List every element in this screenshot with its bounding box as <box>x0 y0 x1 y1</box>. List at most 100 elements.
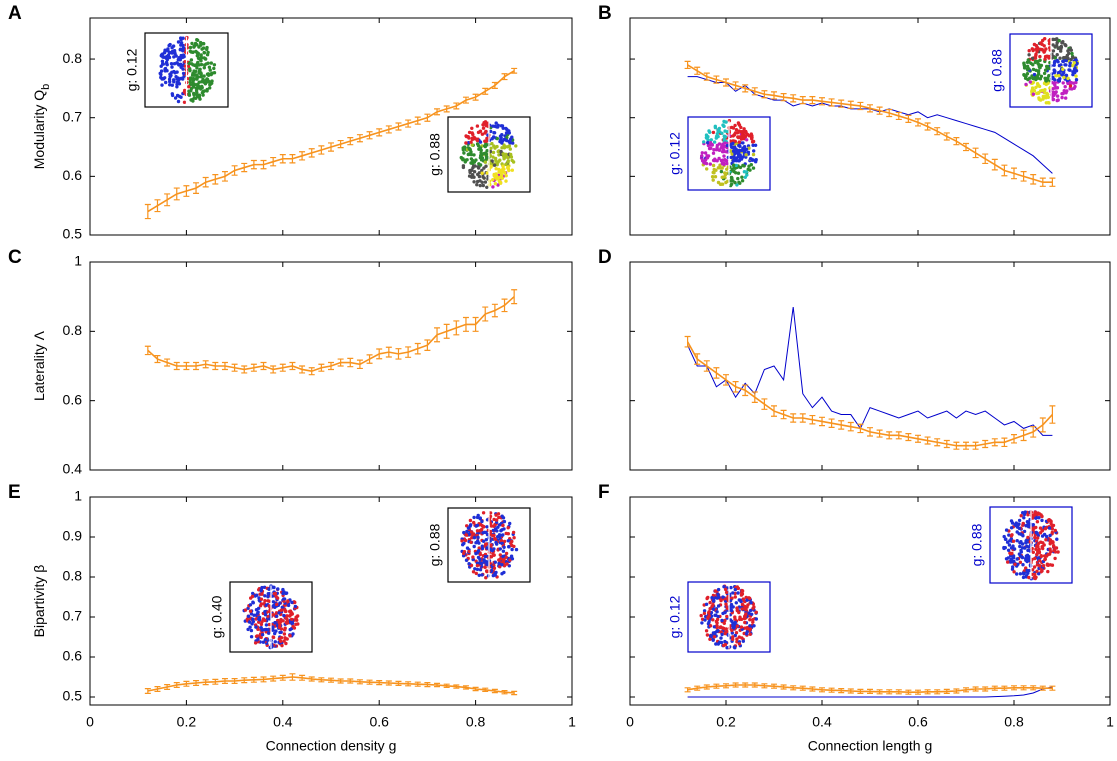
inset-label: g: 0.12 <box>667 132 683 175</box>
brain-dot <box>198 69 202 73</box>
brain-dot <box>499 124 504 128</box>
error-bar <box>838 99 845 108</box>
brain-dot <box>164 80 168 85</box>
error-bar <box>819 416 825 427</box>
brain-dot <box>206 72 210 76</box>
brain-dot <box>704 629 709 633</box>
brain-dot <box>161 62 165 66</box>
brain-dot <box>276 587 280 591</box>
y-axis-label-text: Bipartivity β <box>31 565 47 638</box>
brain-dot <box>163 76 167 80</box>
error-bar <box>299 151 306 161</box>
brain-dot <box>1027 49 1031 53</box>
brain-dot <box>488 529 493 534</box>
brain-dot <box>481 183 485 188</box>
error-bar <box>183 185 190 197</box>
panel: F 0 0.2 0.4 0.6 0.8 1 Connection length g g: 0.8… <box>598 482 1114 754</box>
brain-dot <box>195 38 199 42</box>
brain-dot <box>716 642 720 646</box>
brain-dot <box>292 626 297 630</box>
brain-dot <box>472 536 477 540</box>
brain-dot <box>484 576 488 580</box>
error-bar <box>857 688 864 694</box>
brain-dot <box>1034 547 1038 551</box>
error-bar <box>1011 434 1017 444</box>
brain-dot <box>489 568 494 573</box>
brain-dot <box>493 182 498 186</box>
brain-dot <box>740 148 744 153</box>
error-bar <box>337 358 344 367</box>
brain-dot <box>172 62 177 66</box>
brain-dot <box>201 89 206 94</box>
y-tick-label: 1 <box>74 253 82 269</box>
brain-dot <box>251 617 255 621</box>
brain-dot <box>175 93 180 98</box>
error-bar <box>742 682 749 688</box>
error-bar <box>771 91 777 100</box>
brain-dot <box>493 536 497 541</box>
brain-dot <box>742 150 747 154</box>
error-bar <box>472 316 479 332</box>
brain-dot <box>496 183 500 187</box>
brain-dot <box>165 57 169 62</box>
error-bar <box>780 409 787 420</box>
error-bar <box>164 193 171 207</box>
brain-dot <box>1018 544 1022 549</box>
brain-dot <box>1024 82 1028 87</box>
brain-dot <box>703 618 707 622</box>
brain-dot <box>248 609 253 613</box>
error-bar <box>144 345 151 356</box>
brain-dot <box>739 599 743 604</box>
brain-dot <box>192 72 196 77</box>
brain-dot <box>187 89 191 93</box>
error-bar <box>308 676 315 682</box>
brain-dot <box>748 157 753 161</box>
panel-letter: A <box>8 3 22 24</box>
error-bar <box>703 360 710 372</box>
brain-dot <box>739 125 743 130</box>
brain-dot <box>719 169 724 174</box>
brain-dot <box>1036 511 1040 515</box>
brain-dot <box>1032 77 1036 81</box>
brain-dot <box>468 147 472 151</box>
brain-dot <box>1043 37 1047 41</box>
brain-dot <box>1026 571 1030 575</box>
brain-dot <box>747 611 751 615</box>
brain-dot <box>1025 553 1030 557</box>
brain-dot <box>471 555 475 559</box>
brain-dot <box>212 71 217 75</box>
brain-dot <box>730 167 734 172</box>
brain-dot <box>278 620 283 624</box>
brain-dot <box>1022 516 1026 520</box>
error-bar <box>876 429 883 438</box>
brain-dot <box>1056 98 1060 102</box>
brain-dot <box>208 86 212 90</box>
brain-dot <box>1010 567 1015 571</box>
brain-dot <box>514 144 518 148</box>
brain-dot <box>711 170 715 175</box>
brain-dot <box>266 628 270 632</box>
brain-dot <box>1043 88 1047 92</box>
brain-dot <box>248 603 253 607</box>
brain-dot <box>722 585 726 589</box>
brain-dot <box>711 618 715 622</box>
brain-dot <box>1056 60 1060 64</box>
brain-dot <box>732 645 737 649</box>
brain-dot <box>202 50 206 55</box>
brain-dot <box>718 166 723 170</box>
brain-dot <box>500 176 504 180</box>
error-bar <box>905 433 912 442</box>
brain-dot <box>192 45 196 49</box>
brain-dot <box>1050 530 1055 535</box>
error-bar <box>713 75 720 84</box>
brain-dot <box>712 625 717 629</box>
brain-dot <box>1040 47 1044 52</box>
brain-dot <box>750 140 755 144</box>
brain-dot <box>499 539 504 543</box>
brain-dot <box>490 141 494 146</box>
axes-box <box>89 261 573 471</box>
error-bar <box>270 156 277 167</box>
brain-dot <box>182 100 187 105</box>
brain-dot <box>1011 539 1016 543</box>
brain-dot <box>260 633 265 637</box>
